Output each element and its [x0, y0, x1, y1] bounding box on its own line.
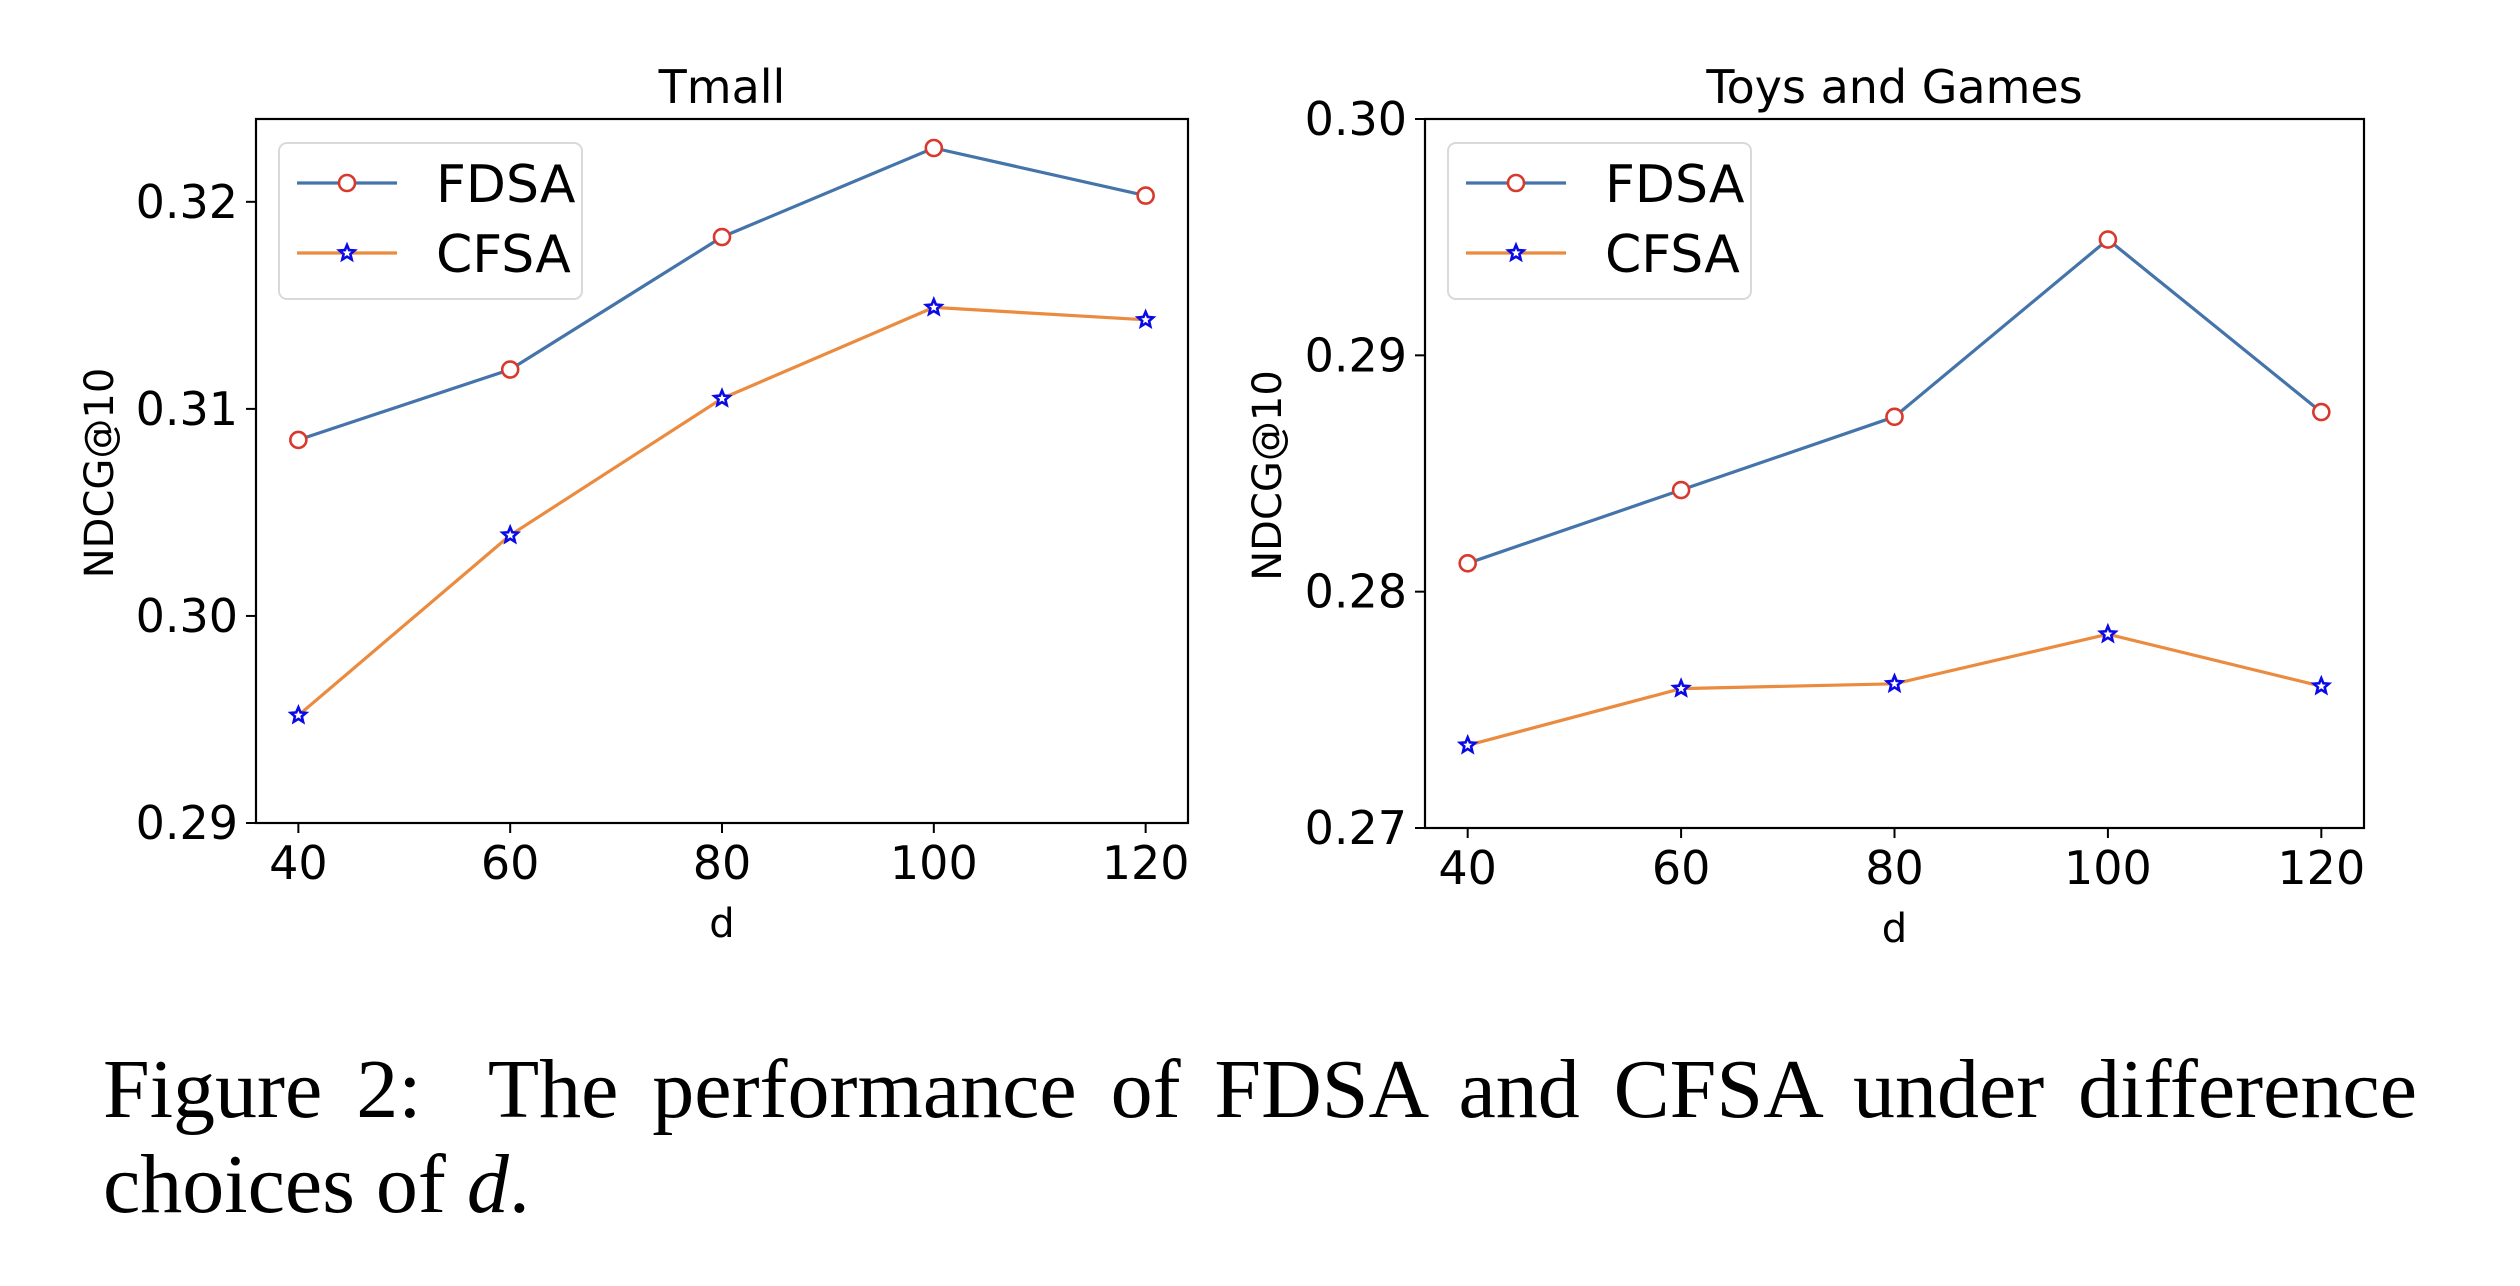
data-point-fdsa	[924, 138, 944, 158]
chart-panel-2: Toys and Games 40 60 80 100 120 0.27 0.28 0.29 0.…	[1245, 60, 2365, 952]
data-point-cfsa	[922, 295, 945, 317]
data-point-cfsa	[711, 387, 733, 408]
data-point-fdsa	[1136, 186, 1155, 205]
x-tick-label: 80	[693, 836, 752, 890]
x-axis-label: d	[1882, 906, 1907, 952]
legend: FDSA CFSA	[278, 142, 583, 300]
data-point-fdsa	[2098, 230, 2118, 249]
x-tick-label: 120	[1102, 836, 1190, 890]
legend-marker-fdsa	[337, 173, 357, 193]
data-point-fdsa	[500, 360, 520, 379]
data-point-cfsa	[2310, 674, 2333, 696]
y-tick-label: 0.32	[136, 175, 238, 229]
data-point-cfsa	[1456, 733, 1479, 755]
x-tick-label: 100	[890, 836, 978, 890]
caption-prefix: Figure 2:	[103, 1043, 422, 1136]
x-tick-label: 60	[1652, 841, 1711, 895]
y-tick-label: 0.29	[1305, 328, 1407, 382]
legend-label-fdsa: FDSA	[1605, 155, 1745, 215]
data-point-cfsa	[1670, 677, 1692, 698]
y-tick-label: 0.30	[1305, 92, 1407, 146]
series-line-cfsa	[297, 305, 1146, 717]
data-point-fdsa	[2312, 402, 2331, 422]
figure-charts: Tmall 40 60 80 100 120 0.29 0.30 0.31 0.32 d NDCG@1…	[77, 60, 2365, 952]
data-point-cfsa	[1883, 672, 1906, 694]
x-tick-label: 100	[2064, 841, 2152, 895]
data-point-fdsa	[1885, 407, 1904, 427]
y-axis-label: NDCG@10	[1245, 370, 1291, 581]
legend-marker-cfsa	[336, 241, 358, 263]
y-tick-label: 0.31	[136, 382, 238, 436]
data-point-cfsa	[1134, 308, 1157, 330]
legend-label-cfsa: CFSA	[436, 225, 571, 285]
caption-suffix: .	[508, 1138, 530, 1231]
y-tick-label: 0.28	[1305, 565, 1407, 619]
x-tick-label: 40	[269, 836, 328, 890]
legend: FDSA CFSA	[1447, 142, 1752, 300]
legend-label-cfsa: CFSA	[1605, 225, 1740, 285]
x-tick-label: 120	[2277, 841, 2365, 895]
data-point-fdsa	[289, 430, 308, 450]
legend-marker-cfsa	[1505, 241, 1527, 263]
data-point-fdsa	[712, 227, 732, 247]
y-tick-label: 0.29	[136, 796, 238, 850]
data-point-fdsa	[1671, 480, 1691, 500]
series-line-cfsa	[1467, 632, 2322, 747]
x-tick-label: 40	[1438, 841, 1497, 895]
legend-marker-fdsa	[1506, 173, 1526, 193]
figure-caption: Figure 2: The performance of FDSA and CF…	[103, 1042, 2417, 1232]
data-point-cfsa	[2097, 622, 2119, 644]
chart-title: Tmall	[658, 60, 786, 114]
chart-panel-1: Tmall 40 60 80 100 120 0.29 0.30 0.31 0.32 d NDCG@1…	[77, 60, 1190, 947]
x-axis-label: d	[709, 901, 734, 947]
data-point-cfsa	[499, 523, 522, 545]
legend-label-fdsa: FDSA	[436, 155, 576, 215]
y-tick-label: 0.30	[136, 589, 238, 643]
x-tick-label: 80	[1865, 841, 1924, 895]
y-axis-label: NDCG@10	[77, 368, 123, 579]
data-point-cfsa	[287, 703, 310, 725]
chart-title: Toys and Games	[1705, 60, 2082, 114]
x-tick-label: 60	[481, 836, 540, 890]
caption-text: The performance of FDSA and CFSA under d…	[103, 1043, 2418, 1231]
y-tick-label: 0.27	[1305, 801, 1407, 855]
caption-variable: d	[466, 1138, 509, 1231]
data-point-fdsa	[1458, 554, 1477, 573]
